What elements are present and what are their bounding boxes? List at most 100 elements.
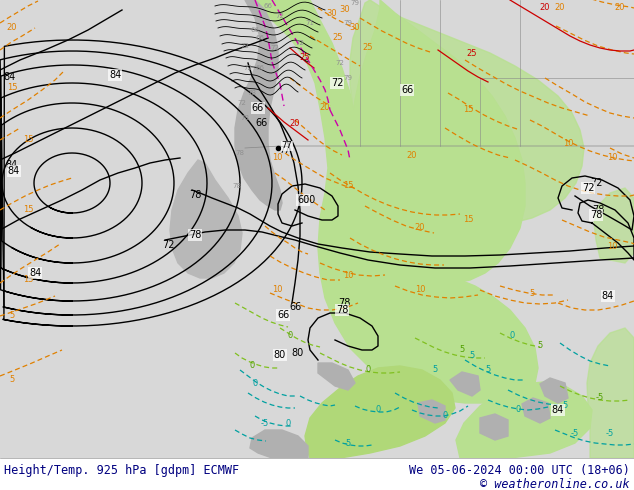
Polygon shape: [540, 378, 568, 403]
Text: 84: 84: [602, 291, 614, 301]
Text: 30: 30: [350, 24, 360, 32]
Text: -5: -5: [261, 418, 269, 427]
Polygon shape: [318, 363, 355, 390]
Text: 10: 10: [272, 153, 282, 163]
Text: 25: 25: [300, 53, 310, 63]
Text: 66: 66: [256, 118, 268, 128]
Text: 5: 5: [432, 366, 437, 374]
Polygon shape: [456, 382, 592, 458]
Text: 0: 0: [287, 332, 293, 341]
Text: 15: 15: [343, 181, 353, 191]
Text: 0: 0: [509, 332, 515, 341]
Text: 0: 0: [285, 418, 290, 427]
Text: 78: 78: [235, 150, 245, 156]
Text: 72: 72: [331, 78, 343, 88]
Text: 77: 77: [281, 142, 292, 150]
Text: 15: 15: [463, 105, 473, 115]
Text: 72: 72: [582, 183, 594, 193]
Text: 5: 5: [10, 312, 15, 320]
Text: Height/Temp. 925 hPa [gdpm] ECMWF: Height/Temp. 925 hPa [gdpm] ECMWF: [4, 464, 239, 476]
Text: 60: 60: [297, 195, 309, 205]
Text: 78: 78: [338, 298, 350, 308]
Text: 72: 72: [243, 65, 252, 71]
Polygon shape: [305, 366, 455, 458]
Text: 84: 84: [8, 166, 20, 176]
Polygon shape: [450, 372, 480, 396]
Text: 5: 5: [529, 289, 534, 297]
Text: 72: 72: [276, 13, 285, 19]
Text: 15: 15: [23, 136, 33, 145]
Polygon shape: [170, 160, 242, 278]
Text: -5: -5: [561, 401, 569, 411]
Text: 66: 66: [264, 3, 273, 9]
Text: 66: 66: [252, 103, 264, 113]
Text: 25: 25: [363, 44, 373, 52]
Text: 20: 20: [407, 151, 417, 161]
Text: 84: 84: [552, 405, 564, 415]
Text: 66: 66: [289, 302, 301, 312]
Text: 15: 15: [463, 216, 473, 224]
Text: 72: 72: [590, 178, 602, 188]
Text: 78: 78: [189, 230, 201, 240]
Text: 78: 78: [592, 205, 604, 215]
Text: 25: 25: [467, 49, 477, 57]
Text: 15: 15: [23, 275, 33, 285]
Text: 5: 5: [460, 345, 465, 354]
Text: 5: 5: [469, 351, 475, 361]
Polygon shape: [255, 0, 538, 403]
Text: © weatheronline.co.uk: © weatheronline.co.uk: [481, 477, 630, 490]
Polygon shape: [480, 414, 508, 440]
Text: 78: 78: [189, 190, 201, 200]
Text: 72: 72: [271, 45, 280, 51]
Text: 30: 30: [340, 5, 351, 15]
Text: 66: 66: [277, 310, 289, 320]
Text: 0: 0: [443, 412, 448, 420]
Text: 84: 84: [4, 72, 16, 82]
Text: 84: 84: [6, 160, 18, 170]
Text: 66: 66: [256, 65, 264, 71]
Text: 10: 10: [415, 286, 425, 294]
Text: 71: 71: [306, 20, 314, 26]
Text: 66: 66: [256, 35, 264, 41]
Text: 78: 78: [336, 305, 348, 315]
Text: 79: 79: [344, 75, 353, 81]
Text: 10: 10: [563, 139, 573, 147]
Text: -5: -5: [344, 439, 352, 447]
Polygon shape: [235, 0, 282, 210]
Text: 0: 0: [365, 366, 371, 374]
Text: 66: 66: [401, 85, 413, 95]
Text: 20: 20: [320, 103, 330, 113]
Text: 60: 60: [304, 195, 316, 205]
Polygon shape: [522, 398, 550, 423]
Polygon shape: [587, 328, 634, 458]
Polygon shape: [418, 400, 445, 423]
Text: 66: 66: [250, 27, 259, 33]
Polygon shape: [350, 0, 525, 284]
Text: 0: 0: [515, 406, 521, 415]
Text: -5: -5: [606, 428, 614, 438]
Text: 72: 72: [240, 43, 249, 49]
Text: 25: 25: [333, 33, 343, 43]
Polygon shape: [594, 188, 634, 263]
Text: 20: 20: [290, 119, 301, 127]
Text: 20: 20: [415, 223, 425, 232]
Text: 0: 0: [375, 406, 380, 415]
Text: 10: 10: [343, 271, 353, 280]
Text: 72: 72: [335, 60, 344, 66]
Text: 79: 79: [351, 0, 359, 6]
Text: 0: 0: [249, 362, 255, 370]
Text: 78: 78: [240, 115, 250, 121]
Text: -5: -5: [596, 393, 604, 402]
Text: 15: 15: [23, 205, 33, 215]
Text: 77: 77: [280, 146, 290, 155]
Text: 20: 20: [615, 3, 625, 13]
Text: 20: 20: [7, 24, 17, 32]
Text: We 05-06-2024 00:00 UTC (18+06): We 05-06-2024 00:00 UTC (18+06): [409, 464, 630, 476]
Text: 10: 10: [607, 153, 618, 163]
Text: 80: 80: [292, 348, 304, 358]
Text: 5: 5: [10, 375, 15, 385]
Text: 30: 30: [327, 8, 337, 18]
Text: 72: 72: [295, 40, 304, 46]
Text: 20: 20: [540, 3, 550, 13]
Text: 20: 20: [555, 3, 566, 13]
